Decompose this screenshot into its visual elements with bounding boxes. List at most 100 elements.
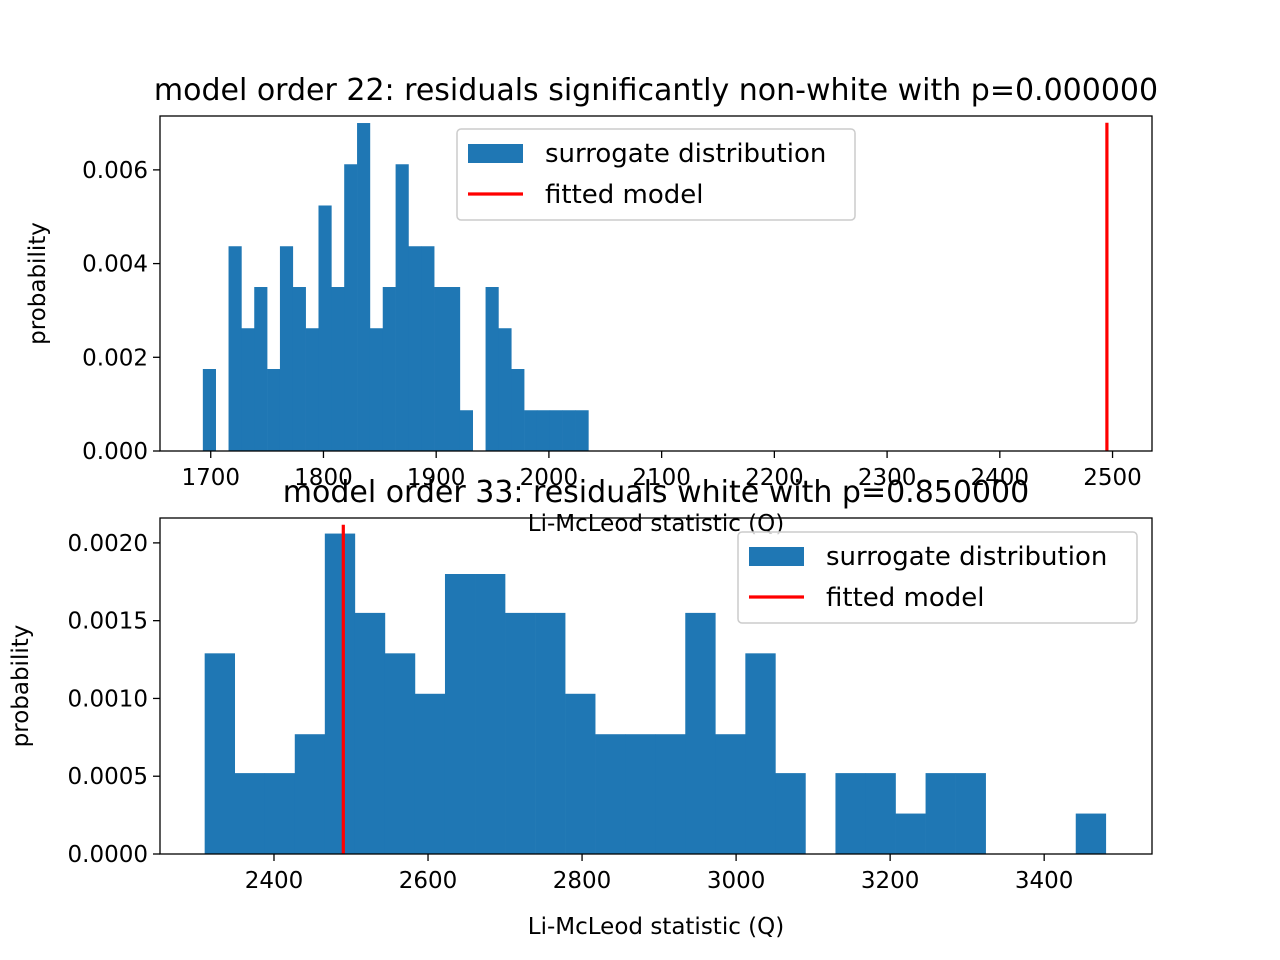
x-axis-label: Li-McLeod statistic (Q) [528,914,784,940]
histogram-bar [204,653,236,854]
x-tick-label: 2100 [632,465,691,491]
x-tick-label: 2000 [520,465,579,491]
y-tick-label: 0.004 [82,252,148,278]
legend-swatch-histogram [749,547,804,566]
x-tick-label: 1700 [181,465,240,491]
histogram-bar [369,328,384,451]
subplot-2: 2400 2600 2800 3000 3200 3400 0.0000 0.0005 0.00… [8,475,1153,940]
histogram-bars [202,123,589,451]
legend-swatch-histogram [468,144,523,163]
legend: surrogate distribution fitted model [456,128,856,221]
chart-title: model order 33: residuals white with p=0… [283,475,1029,510]
histogram-bar [505,612,536,854]
legend: surrogate distribution fitted model [737,531,1138,624]
histogram-bars [204,533,1107,854]
histogram-bar [485,287,499,451]
histogram-bar [331,287,345,451]
x-tick-label: 1800 [294,465,353,491]
histogram-bar [775,773,806,854]
histogram-bar [835,773,866,854]
legend-label-surrogate: surrogate distribution [826,542,1107,572]
y-tick-label: 0.006 [82,158,148,184]
legend-label-surrogate: surrogate distribution [545,139,826,169]
histogram-bar [745,653,776,854]
histogram-bar [202,369,216,451]
x-tick-label: 3200 [861,868,920,894]
histogram-bar [595,734,626,854]
y-tick-label: 0.0000 [68,842,148,868]
histogram-bar [292,287,306,451]
y-tick-label: 0.0010 [68,686,148,712]
histogram-bar [414,693,446,854]
x-tick-label: 2600 [399,868,458,894]
x-tick-label: 2400 [245,868,304,894]
x-tick-label: 2800 [553,868,612,894]
histogram-bar [318,205,332,451]
histogram-bar [234,773,266,854]
histogram-bar [524,410,538,451]
histogram-bar [447,287,461,451]
histogram-bar [565,693,596,854]
y-tick-label: 0.0015 [68,609,148,635]
axes-frame [159,517,1153,855]
y-tick-label: 0.0005 [68,764,148,790]
histogram-bar [395,164,409,451]
axes-frame [159,115,1153,452]
x-tick-label: 1900 [407,465,466,491]
histogram-bar [498,328,512,451]
y-tick-label: 0.002 [82,345,148,371]
histogram-bar [354,612,386,854]
histogram-bar [1075,813,1107,854]
histogram-bar [228,246,242,451]
histogram-bar [382,287,396,451]
histogram-bar [421,246,435,451]
x-tick-label: 2300 [858,465,917,491]
y-tick-label: 0.000 [82,439,148,465]
legend-label-fitted: fitted model [545,180,704,210]
histogram-bar [264,773,296,854]
histogram-bar [955,773,986,854]
histogram-bar [305,328,319,451]
histogram-bar [895,813,926,854]
histogram-bar [408,246,422,451]
histogram-bar [344,164,358,451]
legend-label-fitted: fitted model [826,583,985,613]
histogram-bar [434,287,448,451]
histogram-bar [535,612,566,854]
histogram-bar [384,653,416,854]
histogram-bar [444,574,476,854]
histogram-bar [625,734,656,854]
histogram-bar [279,246,294,451]
histogram-bar [536,410,551,451]
chart-title: model order 22: residuals significantly … [154,73,1158,108]
x-tick-label: 2200 [745,465,804,491]
histogram-bar [575,410,589,451]
legend-box [456,128,856,221]
histogram-bar [685,612,716,854]
x-tick-label: 3400 [1015,868,1074,894]
x-tick-label: 3000 [707,868,766,894]
histogram-bar [241,328,255,451]
histogram-bar [475,574,506,854]
x-tick-label: 2500 [1083,465,1142,491]
histogram-bar [549,410,563,451]
histogram-bar [655,734,686,854]
y-tick-label: 0.0020 [68,531,148,557]
legend-box [737,531,1138,624]
histogram-bar [562,410,576,451]
subplot-1: 1700 1800 1900 2000 2100 2200 2300 2400 2500 0.00… [25,73,1158,537]
histogram-bar [294,734,326,854]
histogram-bar [511,369,525,451]
y-axis-label: probability [25,222,51,345]
histogram-bar [715,734,746,854]
histogram-bar [254,287,268,451]
histogram-bar [357,123,371,451]
histogram-bar [267,369,281,451]
histogram-bar [459,410,473,451]
histogram-bar [925,773,956,854]
histogram-bar [324,533,356,854]
histogram-bar [865,773,896,854]
x-tick-label: 2400 [971,465,1030,491]
y-axis-label: probability [8,625,34,748]
